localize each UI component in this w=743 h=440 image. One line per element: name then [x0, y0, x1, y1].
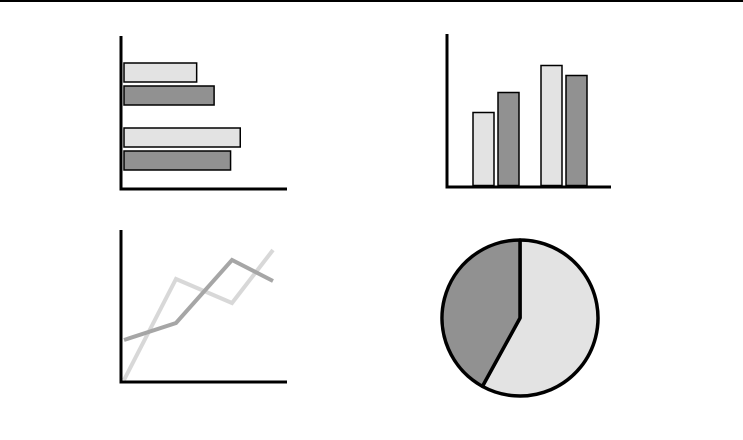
pie-slice-0 — [480, 238, 600, 398]
vbar-s1-g0 — [497, 91, 520, 187]
hbar-s1-g0 — [123, 85, 215, 106]
hbar-s0-g0 — [123, 62, 198, 83]
hbar-s1-g1 — [123, 150, 232, 171]
vbar-s0-g0 — [472, 111, 495, 187]
vbar-s0-g1 — [540, 64, 563, 187]
hbar-s0-g1 — [123, 127, 241, 148]
pie-slice-1 — [440, 238, 522, 389]
line-series-1 — [123, 257, 274, 342]
vbar-s1-g1 — [565, 74, 588, 187]
top-rule — [0, 0, 743, 2]
